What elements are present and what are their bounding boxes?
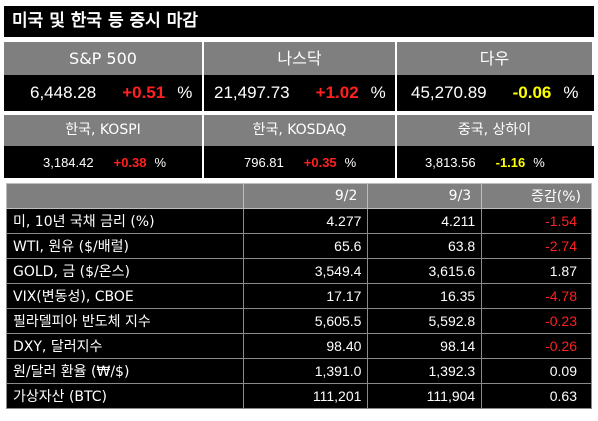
column-header-date1: 9/2 <box>242 183 369 209</box>
value-change: -2.74 <box>481 233 592 259</box>
index-percent-sign: % <box>370 83 386 102</box>
index-summary-grid: S&P 500 나스닥 다우 6,448.28 +0.51 % 21,497.7… <box>4 42 594 178</box>
value-date1: 3,549.4 <box>242 258 369 284</box>
value-date1: 65.6 <box>242 233 369 259</box>
value-date1: 4.277 <box>242 208 369 234</box>
table-row: 가상자산 (BTC) 111,201 111,904 0.63 <box>6 383 592 409</box>
row-label: 필라델피아 반도체 지수 <box>6 308 244 334</box>
index-value-dow: 45,270.89 -0.06 % <box>397 75 594 111</box>
index-header-sp500: S&P 500 <box>4 42 204 75</box>
index-change: +0.51 <box>122 83 166 102</box>
index-value-shanghai: 3,813.56 -1.16 % <box>397 146 594 178</box>
index-change: +0.38 <box>113 154 147 170</box>
index-value-kosdaq: 796.81 +0.35 % <box>204 146 397 178</box>
table-row: DXY, 달러지수 98.40 98.14 -0.26 <box>6 333 592 359</box>
index-price: 6,448.28 <box>30 83 97 102</box>
value-date2: 98.14 <box>367 333 483 359</box>
table-row: 미, 10년 국채 금리 (%) 4.277 4.211 -1.54 <box>6 208 592 234</box>
row-label: WTI, 원유 ($/배럴) <box>6 233 244 259</box>
row-label: VIX(변동성), CBOE <box>6 283 244 309</box>
row-label: GOLD, 금 ($/온스) <box>6 258 244 284</box>
column-header-change: 증감(%) <box>481 183 592 209</box>
value-date2: 63.8 <box>367 233 483 259</box>
index-header-shanghai: 중국, 상하이 <box>397 115 594 146</box>
market-indicators-table: 9/2 9/3 증감(%) 미, 10년 국채 금리 (%) 4.277 4.2… <box>6 183 592 409</box>
index-percent-sign: % <box>154 154 167 170</box>
table-row: 필라델피아 반도체 지수 5,605.5 5,592.8 -0.23 <box>6 308 592 334</box>
table-row: WTI, 원유 ($/배럴) 65.6 63.8 -2.74 <box>6 233 592 259</box>
index-price: 21,497.73 <box>214 83 290 102</box>
index-price: 3,184.42 <box>43 154 94 170</box>
value-date2: 4.211 <box>367 208 483 234</box>
column-header-label <box>6 183 244 209</box>
value-date1: 111,201 <box>242 383 369 409</box>
value-date1: 5,605.5 <box>242 308 369 334</box>
value-date2: 1,392.3 <box>367 358 483 384</box>
value-date2: 16.35 <box>367 283 483 309</box>
index-percent-sign: % <box>533 154 545 170</box>
index-header-dow: 다우 <box>397 42 594 75</box>
value-change: 1.87 <box>481 258 592 284</box>
index-header-kosdaq: 한국, KOSDAQ <box>204 115 397 146</box>
index-percent-sign: % <box>344 154 357 170</box>
value-date1: 98.40 <box>242 333 369 359</box>
index-change: +1.02 <box>315 83 359 102</box>
value-change: -4.78 <box>481 283 592 309</box>
table-row: 원/달러 환율 (₩/$) 1,391.0 1,392.3 0.09 <box>6 358 592 384</box>
index-price: 3,813.56 <box>425 154 476 170</box>
index-change: -1.16 <box>495 154 526 170</box>
column-header-date2: 9/3 <box>367 183 483 209</box>
value-date2: 3,615.6 <box>367 258 483 284</box>
index-change: -0.06 <box>512 83 552 102</box>
page-title: 미국 및 한국 등 증시 마감 <box>4 6 594 37</box>
value-change: -0.23 <box>481 308 592 334</box>
table-header-row: 9/2 9/3 증감(%) <box>6 183 592 209</box>
value-change: -0.26 <box>481 333 592 359</box>
value-date2: 5,592.8 <box>367 308 483 334</box>
value-date1: 17.17 <box>242 283 369 309</box>
value-date2: 111,904 <box>367 383 483 409</box>
row-label: 원/달러 환율 (₩/$) <box>6 358 244 384</box>
index-price: 796.81 <box>244 154 284 170</box>
index-percent-sign: % <box>177 83 193 102</box>
index-price: 45,270.89 <box>411 83 487 102</box>
index-value-kospi: 3,184.42 +0.38 % <box>4 146 204 178</box>
value-change: 0.09 <box>481 358 592 384</box>
index-value-sp500: 6,448.28 +0.51 % <box>4 75 204 111</box>
row-label: 가상자산 (BTC) <box>6 383 244 409</box>
index-change: +0.35 <box>303 154 337 170</box>
row-label: 미, 10년 국채 금리 (%) <box>6 208 244 234</box>
value-date1: 1,391.0 <box>242 358 369 384</box>
table-row: GOLD, 금 ($/온스) 3,549.4 3,615.6 1.87 <box>6 258 592 284</box>
row-label: DXY, 달러지수 <box>6 333 244 359</box>
table-row: VIX(변동성), CBOE 17.17 16.35 -4.78 <box>6 283 592 309</box>
index-value-nasdaq: 21,497.73 +1.02 % <box>204 75 397 111</box>
value-change: -1.54 <box>481 208 592 234</box>
index-header-kospi: 한국, KOSPI <box>4 115 204 146</box>
value-change: 0.63 <box>481 383 592 409</box>
index-percent-sign: % <box>563 83 579 102</box>
index-header-nasdaq: 나스닥 <box>204 42 397 75</box>
